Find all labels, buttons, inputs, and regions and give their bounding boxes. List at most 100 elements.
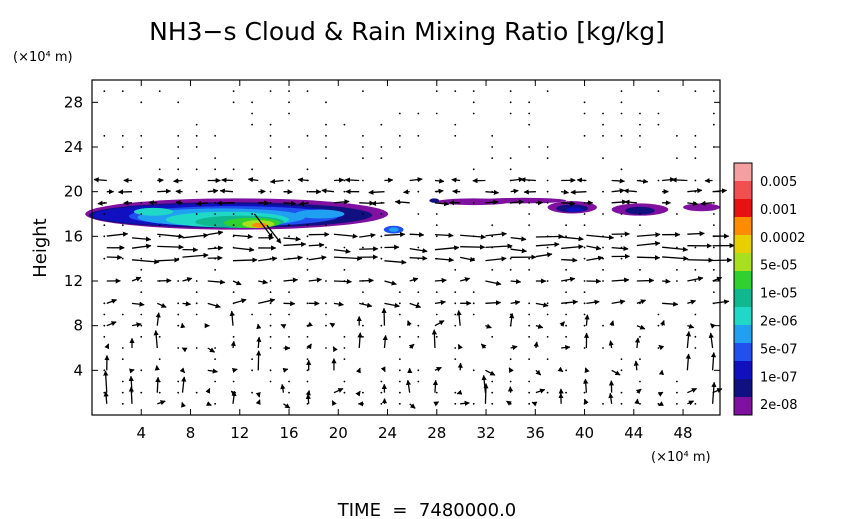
grid-dot <box>399 369 401 371</box>
wind-vector <box>662 303 678 304</box>
wind-vector <box>521 180 536 181</box>
grid-dot <box>510 269 512 271</box>
wind-vector <box>222 180 233 181</box>
grid-dot <box>196 191 198 193</box>
grid-dot <box>584 325 586 327</box>
wind-vector <box>233 235 252 237</box>
wind-vector <box>511 238 526 240</box>
grid-dot <box>177 314 179 316</box>
wind-vector <box>452 179 460 180</box>
grid-dot <box>307 336 309 338</box>
grid-dot <box>122 358 124 360</box>
cloud-cell <box>134 208 173 216</box>
wind-vector <box>384 261 406 263</box>
grid-dot <box>344 358 346 360</box>
grid-dot <box>584 291 586 293</box>
grid-dot <box>658 403 660 405</box>
grid-dot <box>454 347 456 349</box>
grid-dot <box>196 314 198 316</box>
grid-dot <box>639 146 641 148</box>
grid-dot <box>103 135 105 137</box>
grid-dot <box>103 336 105 338</box>
x-tick-label: 12 <box>230 424 249 442</box>
grid-dot <box>103 224 105 226</box>
wind-vector <box>612 280 629 281</box>
grid-dot <box>251 113 253 115</box>
wind-vector <box>410 234 424 235</box>
grid-dot <box>454 90 456 92</box>
grid-dot <box>399 113 401 115</box>
x-tick-label: 48 <box>674 424 693 442</box>
wind-vector <box>561 278 575 281</box>
y-tick-label: 16 <box>64 227 83 245</box>
grid-dot <box>510 358 512 360</box>
colorbar-label: 1e-05 <box>760 287 798 302</box>
grid-dot <box>140 392 142 394</box>
grid-dot <box>233 101 235 103</box>
grid-dot <box>565 291 567 293</box>
colorbar-swatch <box>734 325 752 344</box>
grid-dot <box>196 280 198 282</box>
grid-dot <box>251 168 253 170</box>
grid-dot <box>288 224 290 226</box>
wind-vector <box>701 203 713 204</box>
grid-dot <box>399 291 401 293</box>
grid-dot <box>380 403 382 405</box>
wind-vector <box>359 391 360 392</box>
grid-dot <box>621 369 623 371</box>
wind-vector <box>359 280 373 281</box>
grid-dot <box>122 146 124 148</box>
wind-vector <box>176 202 183 203</box>
grid-dot <box>694 269 696 271</box>
wind-vector <box>612 190 625 191</box>
wind-vector <box>636 361 637 370</box>
wind-vector <box>395 202 409 203</box>
grid-dot <box>399 302 401 304</box>
grid-dot <box>676 392 678 394</box>
wind-vector <box>232 311 233 325</box>
wind-vector <box>612 181 625 182</box>
grid-dot <box>584 101 586 103</box>
x-tick-label: 40 <box>575 424 594 442</box>
grid-dot <box>177 392 179 394</box>
wind-vector <box>410 258 427 259</box>
wind-vector <box>659 345 662 348</box>
wind-vector <box>334 234 357 236</box>
wind-vector <box>183 303 191 304</box>
grid-dot <box>694 157 696 159</box>
x-tick-label: 16 <box>279 424 298 442</box>
grid-dot <box>380 157 382 159</box>
grid-dot <box>307 269 309 271</box>
wind-vector <box>434 330 435 348</box>
grid-dot <box>380 325 382 327</box>
wind-vector <box>509 368 511 371</box>
wind-vector <box>233 281 241 285</box>
colorbar-swatch <box>734 343 752 362</box>
wind-vector <box>309 245 324 246</box>
grid-dot <box>584 302 586 304</box>
grid-dot <box>621 213 623 215</box>
grid-dot <box>565 336 567 338</box>
wind-vector <box>637 257 660 258</box>
grid-dot <box>510 247 512 249</box>
grid-dot <box>177 381 179 383</box>
grid-dot <box>676 403 678 405</box>
wind-vector <box>485 202 498 203</box>
wind-vector <box>283 244 305 245</box>
grid-dot <box>584 347 586 349</box>
wind-vector <box>612 202 627 203</box>
colorbar-swatch <box>734 307 752 326</box>
plot-area: 4 8 12 16 20 24 28 32 36 40 44 48 481216202428 <box>64 80 734 442</box>
wind-vector <box>132 303 144 304</box>
wind-vector <box>625 202 637 203</box>
grid-dot <box>547 314 549 316</box>
wind-vector <box>485 384 486 404</box>
grid-dot <box>140 157 142 159</box>
grid-dot <box>214 202 216 204</box>
wind-vector <box>157 401 165 404</box>
grid-dot <box>602 213 604 215</box>
wind-vector <box>309 279 322 281</box>
wind-vector <box>612 301 625 303</box>
wind-vector <box>457 393 460 394</box>
wind-vector <box>334 303 343 304</box>
